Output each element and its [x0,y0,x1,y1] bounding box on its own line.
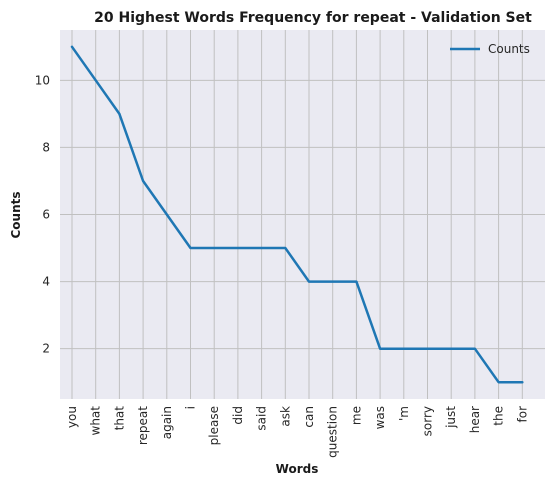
x-tick-label: did [231,406,245,425]
x-axis-label: Words [276,462,319,476]
x-tick-label: said [255,406,269,431]
x-tick-label: you [65,406,79,428]
x-tick-label: 'm [397,406,411,421]
series-layer [70,45,524,384]
x-tick-label: ask [278,406,292,427]
legend-label: Counts [488,42,530,56]
x-tick-label: hear [468,406,482,433]
y-tick-label: 2 [42,342,50,356]
x-tick-label: me [349,406,363,425]
x-axis-ticks: you what that repeat again i please did said ask c… [65,406,529,458]
series-line [70,45,524,384]
grid-lines [60,30,545,399]
x-tick-label: sorry [421,406,435,436]
x-tick-label: just [444,406,458,429]
x-tick-label: again [160,406,174,439]
x-tick-label: i [184,406,198,409]
y-axis-label: Counts [9,191,23,238]
y-tick-label: 6 [42,208,50,222]
y-tick-label: 8 [42,140,50,154]
x-tick-label: the [492,406,506,426]
x-tick-label: question [326,406,340,458]
x-tick-label: please [207,406,221,445]
y-axis-ticks: 2 4 6 8 10 [35,73,50,355]
x-tick-label: can [302,406,316,428]
chart-title: 20 Highest Words Frequency for repeat - … [94,10,532,26]
x-tick-label: what [89,406,103,436]
y-tick-label: 10 [35,73,50,87]
x-tick-label: for [515,406,529,423]
x-tick-label: repeat [136,406,150,445]
legend: Counts [450,42,530,56]
x-tick-label: that [112,406,126,431]
y-tick-label: 4 [42,275,50,289]
x-tick-label: was [373,406,387,429]
